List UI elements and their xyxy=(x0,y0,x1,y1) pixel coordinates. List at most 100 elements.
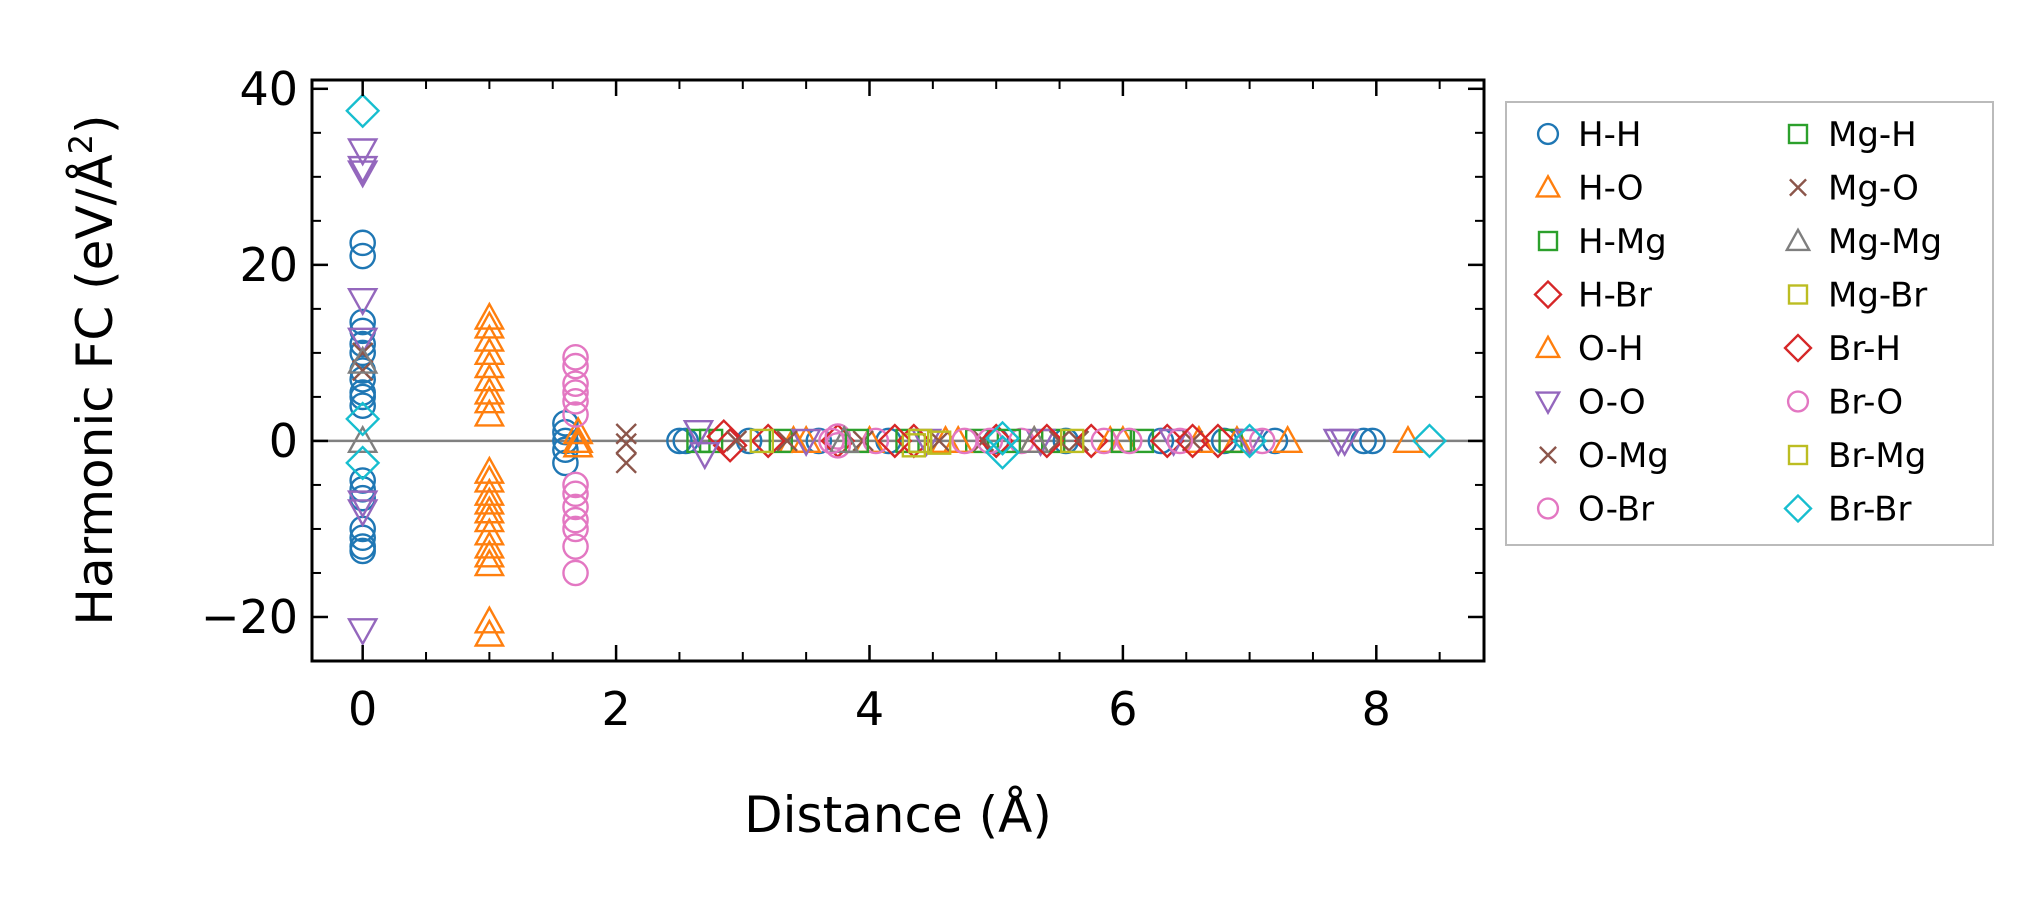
legend-label-o-mg: O-Mg xyxy=(1578,436,1669,476)
legend-label-o-o: O-O xyxy=(1578,383,1646,423)
legend-label-mg-o: Mg-O xyxy=(1828,169,1919,209)
point-h-h xyxy=(349,392,376,420)
legend-marker-o-br xyxy=(1536,497,1560,520)
legend-label-mg-h: Mg-H xyxy=(1828,115,1917,155)
legend-label-br-br: Br-Br xyxy=(1828,490,1912,530)
point-o-br xyxy=(562,401,589,428)
point-h-h xyxy=(349,383,376,411)
point-h-o xyxy=(562,429,594,458)
y-tick-label: 20 xyxy=(239,238,298,292)
point-mg-br xyxy=(901,433,927,458)
legend-label-br-h: Br-H xyxy=(1828,329,1901,369)
point-h-o xyxy=(562,424,594,454)
point-br-o xyxy=(1115,427,1143,455)
legend-marker-h-mg xyxy=(1537,230,1559,252)
point-o-o xyxy=(1328,428,1361,458)
point-h-h xyxy=(552,410,579,437)
legend-label-mg-mg: Mg-Mg xyxy=(1828,222,1942,262)
point-o-o xyxy=(347,490,379,519)
point-h-br xyxy=(1200,423,1236,459)
legend-frame xyxy=(1505,101,1994,546)
point-h-h xyxy=(349,339,376,367)
point-h-o xyxy=(473,376,506,405)
point-o-o xyxy=(347,499,379,528)
point-h-o xyxy=(473,385,506,414)
legend-marker-o-h xyxy=(1534,334,1562,359)
x-axis-label: Distance (Å) xyxy=(744,786,1052,844)
point-h-mg xyxy=(686,428,711,454)
point-h-h xyxy=(349,242,376,270)
point-o-mg xyxy=(615,452,637,474)
y-axis-label: Harmonic FC (eV/Å2) xyxy=(62,114,124,625)
x-tick-label: 8 xyxy=(1362,682,1391,736)
y-axis-label-close: ) xyxy=(66,114,124,134)
x-tick-label: 2 xyxy=(601,682,630,736)
legend-label-h-mg: H-Mg xyxy=(1578,222,1667,262)
legend: H-H H-O H-Mg H-Br O-H O-O O-Mg O-Br Mg-H Mg-O Mg-M… xyxy=(1505,101,1994,546)
legend-marker-o-o xyxy=(1534,391,1562,416)
point-o-o xyxy=(682,420,715,449)
legend-marker-o-mg xyxy=(1539,446,1557,464)
point-h-h xyxy=(552,436,579,464)
plot-frame xyxy=(310,78,1486,663)
legend-marker-mg-mg xyxy=(1784,227,1812,252)
point-br-br xyxy=(984,420,1021,456)
legend-marker-h-br xyxy=(1533,279,1563,310)
legend-label-h-o: H-O xyxy=(1578,169,1644,209)
point-o-br xyxy=(562,471,589,499)
point-mg-br xyxy=(926,430,952,455)
point-o-mg xyxy=(1067,430,1090,452)
point-o-o xyxy=(347,155,379,185)
point-br-br xyxy=(345,445,381,481)
point-h-o xyxy=(1392,424,1424,454)
point-h-o xyxy=(473,605,506,634)
point-br-o xyxy=(976,427,1004,455)
point-h-o xyxy=(473,618,506,647)
point-mg-mg xyxy=(828,424,860,454)
point-h-o xyxy=(473,548,506,577)
point-mg-o xyxy=(1048,430,1071,452)
point-h-h xyxy=(1359,427,1386,455)
point-o-br xyxy=(562,352,589,380)
point-h-br xyxy=(706,418,742,455)
point-br-br xyxy=(1232,423,1268,459)
point-o-h xyxy=(790,424,822,454)
point-br-br xyxy=(345,93,381,129)
point-h-o xyxy=(473,495,506,524)
legend-marker-mg-br xyxy=(1787,284,1809,305)
point-o-o xyxy=(347,138,379,167)
y-tick-label: 40 xyxy=(239,62,298,116)
point-h-o xyxy=(473,398,506,427)
ticks-layer xyxy=(312,80,1484,661)
y-tick-label: 0 xyxy=(269,414,298,468)
point-h-h xyxy=(666,427,693,455)
point-o-br xyxy=(1248,427,1276,455)
legend-label-o-br: O-Br xyxy=(1578,490,1654,530)
point-o-o xyxy=(347,287,379,317)
point-h-h xyxy=(349,537,376,565)
point-o-br xyxy=(562,343,589,371)
point-h-o xyxy=(473,455,506,484)
point-h-h xyxy=(349,330,376,358)
point-mg-o xyxy=(928,430,950,452)
legend-marker-br-o xyxy=(1786,390,1810,413)
legend-marker-mg-o xyxy=(1789,178,1807,197)
point-o-br xyxy=(562,493,589,521)
point-o-o xyxy=(790,428,822,458)
point-h-o xyxy=(473,486,506,515)
point-o-mg xyxy=(351,359,374,382)
legend-label-h-h: H-H xyxy=(1578,115,1641,155)
data-points-layer xyxy=(345,93,1448,647)
point-br-br xyxy=(345,401,381,437)
legend-label-br-mg: Br-Mg xyxy=(1828,436,1926,476)
point-h-h xyxy=(349,308,376,336)
point-o-o xyxy=(1233,428,1266,458)
point-br-h xyxy=(1175,423,1211,459)
point-h-br xyxy=(1149,423,1185,459)
point-o-br xyxy=(562,480,589,508)
x-tick-label: 6 xyxy=(1108,682,1137,736)
point-o-br xyxy=(824,432,852,459)
point-o-br xyxy=(562,506,589,534)
point-h-h xyxy=(349,484,376,512)
point-mg-mg xyxy=(347,345,379,374)
